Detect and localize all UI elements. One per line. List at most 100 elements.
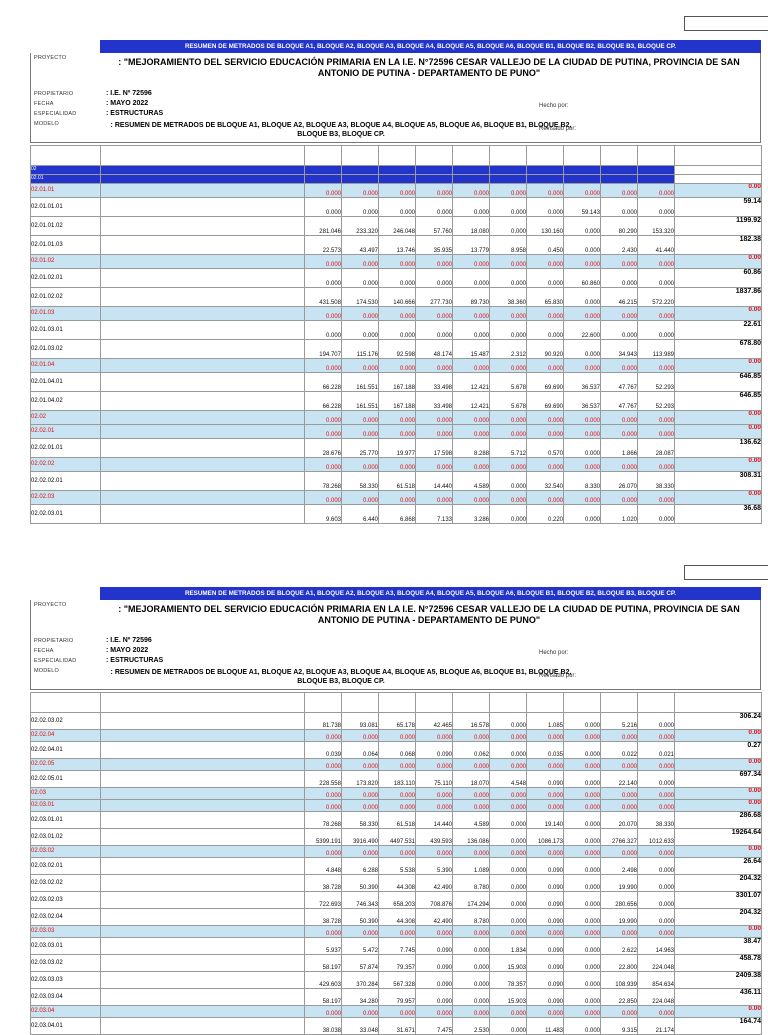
value-cell: 38.038 (304, 1017, 342, 1035)
table-row: 02.03.02.03 722.693 746.343 658.203 708.876 1… (30, 891, 762, 909)
table-row: 02 (30, 165, 762, 175)
value-cell: 0.000 (304, 268, 342, 288)
value-cell: 0.000 (637, 712, 675, 730)
value-cell: 13.779 (452, 235, 490, 255)
item-description-cell (100, 391, 305, 411)
value-cell: 0.090 (526, 891, 564, 909)
value-cell: 0.000 (304, 254, 342, 269)
value-cell: 167.188 (378, 391, 416, 411)
value-cell: 0.035 (526, 741, 564, 759)
value-cell: 43.497 (341, 235, 379, 255)
value-cell: 0.000 (637, 254, 675, 269)
value-cell: 0.000 (304, 306, 342, 321)
value-cell: 108.939 (600, 971, 638, 989)
header-cell (30, 692, 101, 713)
value-cell: 6.440 (341, 504, 379, 524)
value-cell: 0.000 (341, 424, 379, 439)
value-cell: 0.000 (526, 490, 564, 505)
value-cell: 93.081 (341, 712, 379, 730)
table-row: 02.01.04.01 66.228 161.551 167.188 33.498 12.… (30, 372, 762, 392)
value-cell: 0.000 (637, 925, 675, 938)
value-cell: 44.308 (378, 874, 416, 892)
value-cell: 0.000 (489, 471, 527, 491)
header-cell (452, 692, 490, 713)
item-description-cell (100, 287, 305, 307)
total-cell: 19264.64 (674, 828, 762, 846)
value-cell: 115.176 (341, 339, 379, 359)
value-cell: 0.000 (563, 857, 601, 875)
item-code-cell: 02.01.03.02 (30, 339, 101, 359)
item-description-cell (100, 197, 305, 217)
value-cell: 0.000 (378, 845, 416, 858)
item-code-cell: 02.03.03.01 (30, 937, 101, 955)
table-row: 02.02 0.000 0.000 0.000 0.000 0.000 0.000 0.000… (30, 410, 762, 425)
total-cell: 3301.07 (674, 891, 762, 909)
item-description-cell (100, 438, 305, 458)
value-cell: 194.707 (304, 339, 342, 359)
value-cell: 0.000 (341, 320, 379, 340)
value-cell: 38.360 (489, 287, 527, 307)
header-cell (378, 692, 416, 713)
value-cell: 0.000 (600, 457, 638, 472)
item-description-cell (100, 891, 305, 909)
value-cell: 0.000 (304, 925, 342, 938)
item-code-cell: 02.03.01.02 (30, 828, 101, 846)
value-cell: 0.090 (526, 908, 564, 926)
item-description-cell (100, 320, 305, 340)
value-cell: 0.000 (341, 799, 379, 812)
table-row: 02.03.04 0.000 0.000 0.000 0.000 0.000 0.000 0.… (30, 1005, 762, 1018)
value-cell: 0.090 (526, 857, 564, 875)
value-cell (563, 165, 601, 175)
value-cell: 0.000 (452, 424, 490, 439)
value-cell: 5.390 (415, 857, 453, 875)
total-cell: 38.47 (674, 937, 762, 955)
document-page-2: RESUMEN DE METRADOS DE BLOQUE A1, BLOQUE… (30, 587, 762, 1035)
value-cell: 28.087 (637, 438, 675, 458)
item-description-cell (100, 490, 305, 505)
value-cell: 0.000 (341, 925, 379, 938)
value-cell: 44.308 (378, 908, 416, 926)
value-cell: 0.000 (489, 729, 527, 742)
value-cell: 0.000 (304, 457, 342, 472)
value-cell: 0.000 (304, 845, 342, 858)
value-cell: 0.000 (489, 741, 527, 759)
item-code-cell: 02.02.03.01 (30, 504, 101, 524)
value-cell: 161.551 (341, 372, 379, 392)
value-cell: 0.000 (415, 457, 453, 472)
item-description-cell (100, 845, 305, 858)
value-cell: 0.090 (526, 937, 564, 955)
report-title-bar: RESUMEN DE METRADOS DE BLOQUE A1, BLOQUE… (100, 40, 761, 53)
value-cell: 0.000 (563, 891, 601, 909)
table-row: 02.01.01 0.000 0.000 0.000 0.000 0.000 0.000 0.… (30, 183, 762, 198)
total-cell: 0.00 (674, 1005, 762, 1018)
value-cell: 1.089 (452, 857, 490, 875)
value-cell: 2.498 (600, 857, 638, 875)
value-cell: 0.000 (378, 268, 416, 288)
value-cell: 79.357 (378, 954, 416, 972)
value-cell: 14.440 (415, 471, 453, 491)
value-cell: 33.048 (341, 1017, 379, 1035)
item-description-cell (100, 306, 305, 321)
value-cell: 66.228 (304, 372, 342, 392)
item-description-cell (100, 811, 305, 829)
value-cell: 0.000 (489, 925, 527, 938)
value-cell: 0.000 (452, 937, 490, 955)
value-cell: 0.000 (378, 410, 416, 425)
value-cell: 0.000 (600, 729, 638, 742)
value-cell: 0.000 (526, 254, 564, 269)
project-info-block: PROYECTO : "MEJORAMIENTO DEL SERVICIO ED… (30, 600, 761, 690)
header-cell (304, 692, 342, 713)
modelo-label: MODELO (34, 121, 60, 127)
value-cell: 224.048 (637, 988, 675, 1006)
value-cell: 0.000 (489, 908, 527, 926)
value-cell: 9.603 (304, 504, 342, 524)
value-cell (304, 165, 342, 175)
item-code-cell: 02.03.02 (30, 845, 101, 858)
total-cell: 0.27 (674, 741, 762, 759)
value-cell: 0.000 (526, 268, 564, 288)
table-row: 02.02.03.02 81.738 93.081 65.178 42.465 16.57… (30, 712, 762, 730)
revisado-por-label: Revisado por: (539, 673, 577, 679)
value-cell: 1.020 (600, 504, 638, 524)
value-cell: 42.490 (415, 874, 453, 892)
table-row: 02.03.02.02 38.728 50.390 44.308 42.490 8.780… (30, 874, 762, 892)
